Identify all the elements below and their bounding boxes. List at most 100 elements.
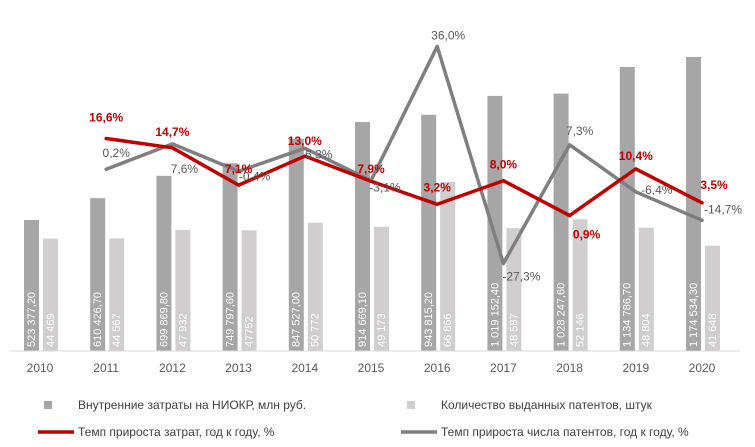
costs-growth-label-2018: 0,9% [573, 228, 601, 242]
costs-growth-label-2013: 7,1% [225, 162, 253, 176]
legend-costs-growth-label: Темп прироста затрат, год к году, % [78, 425, 275, 439]
costs-growth-label-2014: 13,0% [288, 134, 322, 148]
patents-value-2019: 48 804 [641, 313, 653, 347]
patents-bar-2011 [109, 238, 125, 351]
patents-growth-label-2017: -27,3% [502, 270, 540, 284]
costs-growth-point-2013 [237, 183, 241, 187]
costs-growth-point-2015 [369, 179, 373, 183]
patents-bar-2018 [572, 219, 588, 351]
patents-growth-point-2018 [568, 143, 572, 147]
costs-growth-point-2014 [303, 154, 307, 158]
rd-cost-bar-2010 [24, 219, 39, 351]
costs-growth-label-2020: 3,5% [700, 178, 728, 192]
costs-growth-label-2015: 7,9% [357, 162, 385, 176]
rd-cost-bar-2013 [222, 163, 238, 351]
patents-value-2012: 47 932 [177, 313, 189, 347]
x-tick-2011: 2011 [93, 361, 119, 375]
costs-growth-label-2016: 3,2% [424, 180, 452, 194]
x-tick-2017: 2017 [490, 361, 517, 375]
growth-labels: 16,6% 14,7% 7,1% 13,0% 7,9% 3,2% 8,0% 0,9% 10,4%… [89, 28, 742, 283]
costs-growth-label-2011: 16,6% [89, 110, 123, 124]
rd-cost-bar-2017 [487, 95, 503, 351]
x-tick-2010: 2010 [27, 361, 54, 375]
costs-growth-point-2020 [700, 201, 704, 205]
rd-cost-value-2014: 847 527,00 [291, 292, 303, 347]
legend-patents-swatch [407, 401, 415, 409]
rd-cost-value-2017: 1 019 152,40 [489, 283, 501, 347]
costs-growth-point-2012 [170, 146, 174, 150]
patents-growth-point-2019 [634, 190, 638, 194]
x-tick-2012: 2012 [159, 361, 186, 375]
growth-lines [104, 44, 704, 266]
patents-value-2020: 41 648 [707, 313, 719, 347]
patents-growth-label-2016: 36,0% [431, 28, 465, 42]
costs-growth-point-2016 [435, 202, 439, 206]
patents-growth-point-2016 [435, 44, 439, 48]
patents-value-2018: 52 146 [575, 313, 587, 347]
costs-growth-line [104, 136, 704, 218]
patents-growth-point-2012 [170, 142, 174, 146]
rd-costs-bars [24, 57, 701, 352]
x-tick-2016: 2016 [424, 361, 451, 375]
patents-bar-2013 [241, 230, 257, 351]
patents-growth-line [104, 44, 704, 266]
x-axis-tick-labels: 2010 2011 2012 2013 2014 2015 2016 2017 2018 2019… [27, 361, 716, 375]
legend: Внутренние затраты на НИОКР, млн руб. Кол… [38, 398, 689, 439]
patents-growth-label-2015: -3,1% [369, 181, 401, 195]
patents-growth-label-2019: -6,4% [641, 183, 673, 197]
patents-value-2010: 44 469 [45, 313, 57, 347]
costs-growth-label-2012: 14,7% [155, 125, 189, 139]
rd-cost-value-2018: 1 028 247,60 [556, 283, 568, 347]
legend-patents-growth-label: Темп прироста числа патентов, год к году… [441, 425, 689, 439]
rd-cost-value-2013: 749 797,60 [225, 292, 237, 347]
x-tick-2018: 2018 [556, 361, 583, 375]
patents-bar-2015 [374, 226, 389, 351]
legend-patents-label: Количество выданных патентов, штук [441, 398, 653, 412]
patents-growth-label-2018: 7,3% [566, 124, 594, 138]
patents-growth-label-2020: -14,7% [704, 202, 742, 216]
patents-value-2014: 50 772 [310, 313, 322, 347]
x-tick-2019: 2019 [622, 361, 649, 375]
costs-growth-label-2019: 10,4% [619, 149, 653, 163]
patents-growth-label-2014: 6,3% [305, 147, 333, 161]
costs-growth-point-2019 [634, 167, 638, 171]
x-tick-2014: 2014 [291, 361, 318, 375]
patents-bar-2010 [43, 238, 58, 351]
rd-cost-value-2010: 523 377,20 [26, 292, 38, 347]
legend-rd-costs: Внутренние затраты на НИОКР, млн руб. [44, 398, 306, 412]
costs-growth-label-2017: 8,0% [490, 158, 518, 172]
patents-value-2016: 66 866 [442, 313, 454, 347]
patents-bars [43, 182, 720, 351]
patents-value-2015: 49 173 [376, 313, 388, 347]
rd-cost-value-2011: 610 426,70 [92, 292, 104, 347]
patents-growth-label-2012: 7,6% [171, 162, 199, 176]
patents-bar-2020 [705, 245, 720, 351]
rd-cost-value-2019: 1 134 786,70 [622, 283, 634, 347]
rd-cost-value-2012: 699 869,80 [158, 292, 170, 347]
rd-cost-bar-2012 [156, 175, 172, 351]
rd-cost-value-2020: 1 174 534,30 [688, 283, 700, 347]
legend-rd-costs-label: Внутренние затраты на НИОКР, млн руб. [78, 398, 306, 412]
rd-cost-bar-2018 [553, 93, 569, 351]
costs-growth-point-2017 [501, 179, 505, 183]
patents-growth-point-2020 [700, 218, 704, 222]
rd-cost-bar-2019 [619, 66, 635, 351]
patents-growth-point-2011 [104, 167, 108, 171]
costs-growth-point-2011 [104, 136, 108, 140]
rd-cost-value-2015: 914 669,10 [357, 292, 369, 347]
legend-patents: Количество выданных патентов, штук [407, 398, 653, 412]
patents-bar-2019 [638, 227, 654, 351]
rd-cost-value-2016: 943 815,20 [423, 292, 435, 347]
x-tick-2020: 2020 [689, 361, 716, 375]
patents-growth-point-2014 [303, 146, 307, 150]
legend-costs-growth: Темп прироста затрат, год к году, % [38, 425, 275, 439]
rd-cost-bar-2011 [90, 198, 106, 351]
costs-growth-point-2018 [568, 214, 572, 218]
legend-patents-growth: Темп прироста числа патентов, год к году… [401, 425, 689, 439]
patents-value-2017: 48 587 [508, 313, 520, 347]
x-tick-2015: 2015 [358, 361, 385, 375]
patents-bar-2014 [307, 222, 323, 351]
patents-growth-label-2013: -0,4% [239, 169, 271, 183]
patents-bar-2016 [440, 182, 456, 351]
